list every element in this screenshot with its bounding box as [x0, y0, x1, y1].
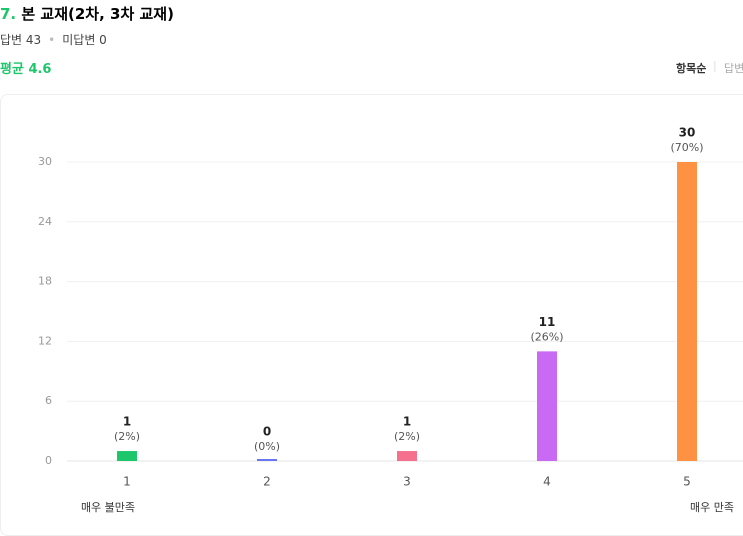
- x-tick-label: 5: [683, 475, 691, 489]
- sort-option[interactable]: 답변: [724, 62, 743, 75]
- y-tick-label: 0: [45, 454, 52, 467]
- divider: |: [713, 59, 717, 72]
- x-tick-label: 2: [263, 475, 271, 489]
- page: 7. 본 교재(2차, 3차 교재) 답변 43 • 미답변 0 평균 4.6 항목…: [0, 3, 743, 536]
- percent-label: (70%): [670, 141, 703, 154]
- value-label: 30: [679, 126, 696, 140]
- percent-label: (0%): [254, 440, 280, 453]
- sort-option[interactable]: 항목순: [676, 62, 707, 75]
- question-title: 7. 본 교재(2차, 3차 교재): [0, 3, 174, 24]
- bar: [677, 162, 697, 461]
- unanswered: 미답변 0: [62, 33, 107, 47]
- response-counts: 답변 43 • 미답변 0: [0, 33, 107, 47]
- average: 평균 4.6: [0, 62, 52, 77]
- x-tick-label: 1: [123, 475, 131, 489]
- percent-label: (2%): [114, 430, 140, 443]
- scale-label-low: 매우 불만족: [81, 501, 135, 514]
- percent-label: (26%): [530, 330, 563, 343]
- bar: [537, 351, 557, 461]
- chart: 061218243011(2%)20(0%)31(2%)411(26%)530(…: [38, 126, 743, 514]
- bar: [117, 451, 137, 461]
- answered: 답변 43: [0, 33, 42, 47]
- y-tick-label: 12: [38, 334, 52, 347]
- value-label: 1: [123, 415, 131, 429]
- value-label: 0: [263, 425, 271, 439]
- y-tick-label: 30: [38, 155, 52, 168]
- y-tick-label: 6: [45, 394, 52, 407]
- value-label: 1: [403, 415, 411, 429]
- y-tick-label: 18: [38, 275, 52, 288]
- scale-label-high: 매우 만족: [690, 501, 734, 514]
- x-tick-label: 3: [403, 475, 411, 489]
- question-number: 7.: [0, 5, 17, 23]
- y-tick-label: 24: [38, 215, 52, 228]
- bar: [397, 451, 417, 461]
- bar: [257, 459, 277, 461]
- percent-label: (2%): [394, 430, 420, 443]
- value-label: 11: [539, 315, 556, 329]
- x-tick-label: 4: [543, 475, 551, 489]
- question-text: 본 교재(2차, 3차 교재): [21, 5, 174, 23]
